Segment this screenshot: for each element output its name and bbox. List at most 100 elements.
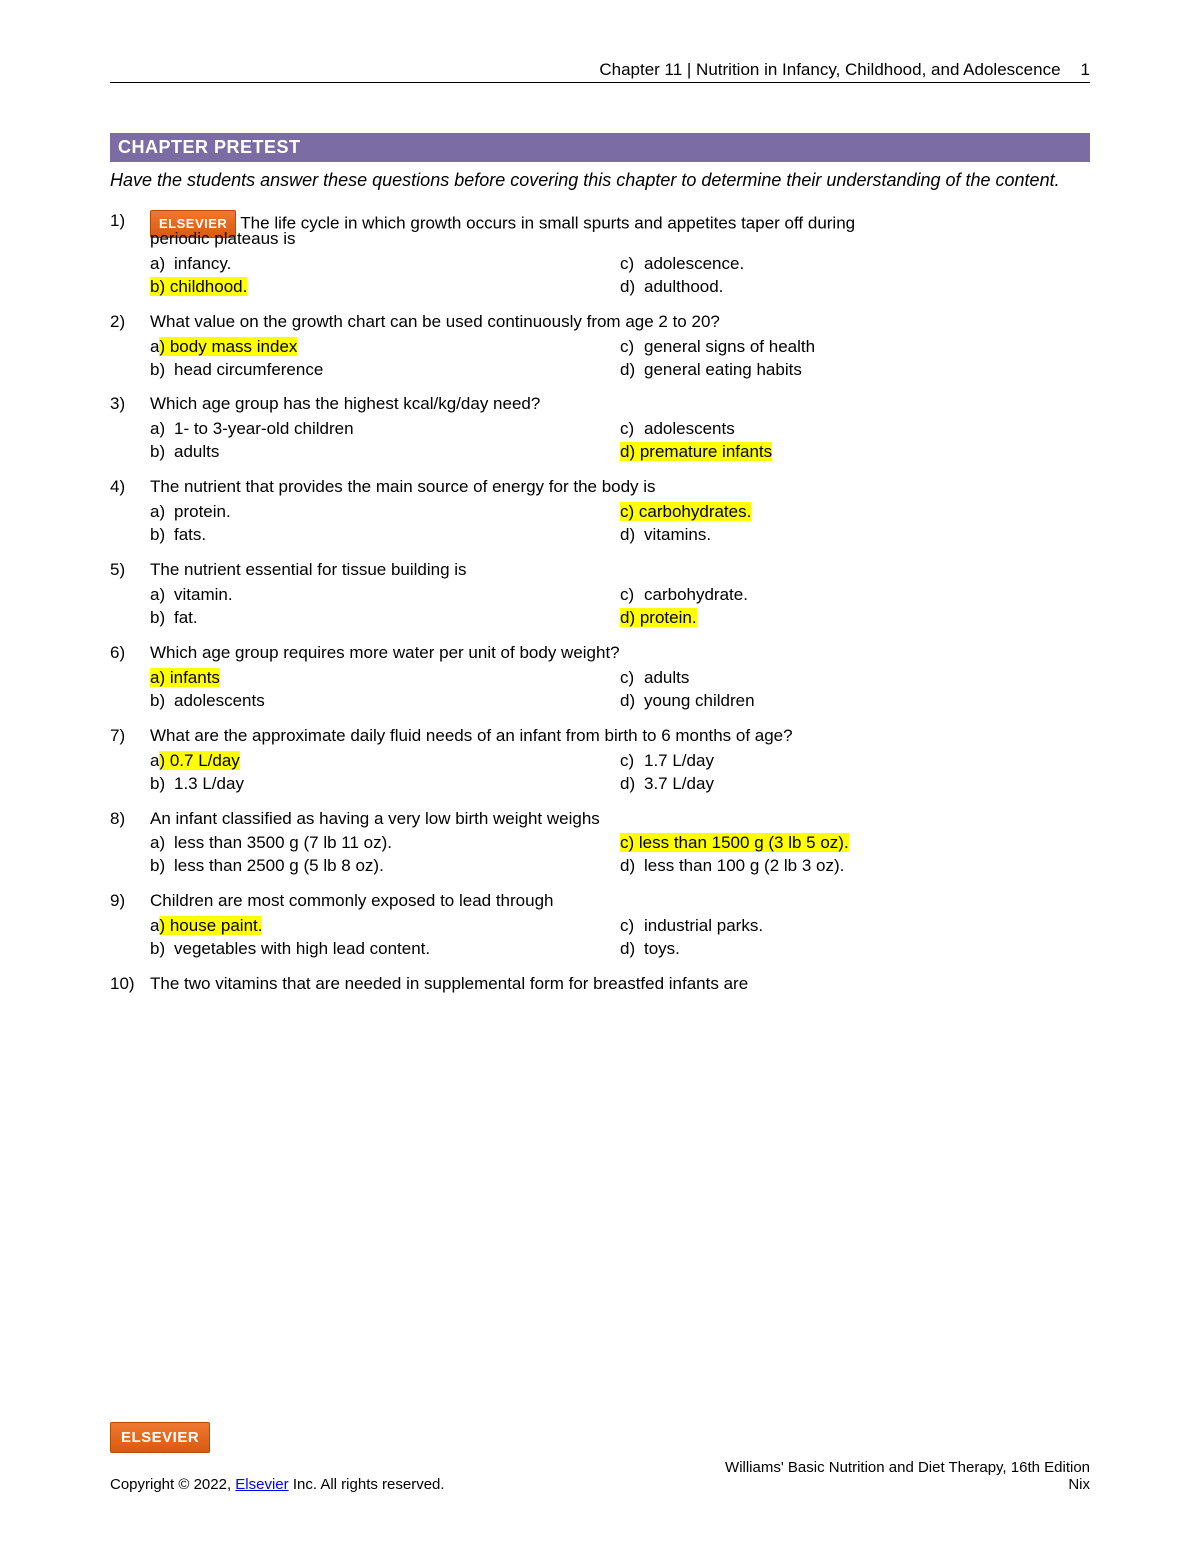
question: 1)ELSEVIERThe life cycle in which growth…: [110, 210, 1090, 298]
option-letter: d): [620, 359, 644, 382]
answer-option: d) premature infants: [620, 441, 1090, 464]
answer-option: d)less than 100 g (2 lb 3 oz).: [620, 855, 1090, 878]
option-text: industrial parks.: [644, 915, 1090, 938]
question-text: The nutrient that provides the main sour…: [150, 476, 1090, 499]
option-letter: c): [620, 418, 644, 441]
option-letter: b): [150, 524, 174, 547]
option-letter: b) childhood.: [150, 276, 247, 299]
page-number: 1: [1081, 60, 1090, 80]
answer-option: b)head circumference: [150, 359, 620, 382]
option-text: vegetables with high lead content.: [174, 938, 620, 961]
option-text: adolescents: [644, 418, 1090, 441]
option-letter: a): [150, 832, 174, 855]
answer-option: a)infancy.: [150, 253, 620, 276]
option-letter: d): [620, 773, 644, 796]
question-text: What are the approximate daily fluid nee…: [150, 725, 1090, 748]
answer-option: b) childhood.: [150, 276, 620, 299]
answer-option: a)vitamin.: [150, 584, 620, 607]
option-letter: d): [620, 855, 644, 878]
answer-option: c) less than 1500 g (3 lb 5 oz).: [620, 832, 1090, 855]
option-text: less than 2500 g (5 lb 8 oz).: [174, 855, 620, 878]
option-text: infancy.: [174, 253, 620, 276]
option-text: head circumference: [174, 359, 620, 382]
option-text: fats.: [174, 524, 620, 547]
option-text: adults: [174, 441, 620, 464]
option-letter: d) protein.: [620, 607, 697, 630]
question-text: What value on the growth chart can be us…: [150, 311, 1090, 334]
page-header: Chapter 11 | Nutrition in Infancy, Child…: [110, 60, 1090, 83]
option-text: adults: [644, 667, 1090, 690]
question-number: 3): [110, 393, 150, 416]
option-letter: a): [150, 253, 174, 276]
option-text: less than 100 g (2 lb 3 oz).: [644, 855, 1090, 878]
option-text: less than 3500 g (7 lb 11 oz).: [174, 832, 620, 855]
option-text: general signs of health: [644, 336, 1090, 359]
chapter-title: Chapter 11 | Nutrition in Infancy, Child…: [599, 60, 1060, 80]
answer-option: b)1.3 L/day: [150, 773, 620, 796]
answer-option: c)1.7 L/day: [620, 750, 1090, 773]
option-text: carbohydrate.: [644, 584, 1090, 607]
option-text: young children: [644, 690, 1090, 713]
option-letter: b): [150, 773, 174, 796]
answer-option: b)fats.: [150, 524, 620, 547]
option-letter: d): [620, 690, 644, 713]
option-letter: b): [150, 607, 174, 630]
option-text: vitamin.: [174, 584, 620, 607]
question: 9)Children are most commonly exposed to …: [110, 890, 1090, 961]
option-letter: c) carbohydrates.: [620, 501, 751, 524]
elsevier-link[interactable]: Elsevier: [235, 1476, 288, 1493]
question: 3)Which age group has the highest kcal/k…: [110, 393, 1090, 464]
question-text: Children are most commonly exposed to le…: [150, 890, 1090, 913]
answer-option: d)toys.: [620, 938, 1090, 961]
answer-option: a)1- to 3-year-old children: [150, 418, 620, 441]
option-text: 1.7 L/day: [644, 750, 1090, 773]
option-text: adulthood.: [644, 276, 1090, 299]
option-text: fat.: [174, 607, 620, 630]
question: 2)What value on the growth chart can be …: [110, 311, 1090, 382]
book-title: Williams' Basic Nutrition and Diet Thera…: [725, 1459, 1090, 1476]
option-text: protein.: [174, 501, 620, 524]
book-author: Nix: [725, 1476, 1090, 1493]
question-number: 6): [110, 642, 150, 665]
option-text: vitamins.: [644, 524, 1090, 547]
option-letter: b): [150, 441, 174, 464]
answer-option: d)young children: [620, 690, 1090, 713]
elsevier-logo-footer: ELSEVIER: [110, 1422, 210, 1453]
question-number: 5): [110, 559, 150, 582]
option-text: 1.3 L/day: [174, 773, 620, 796]
option-letter: b): [150, 938, 174, 961]
answer-option: d)general eating habits: [620, 359, 1090, 382]
answer-option: d)3.7 L/day: [620, 773, 1090, 796]
answer-option: b)vegetables with high lead content.: [150, 938, 620, 961]
option-letter: c) less than 1500 g (3 lb 5 oz).: [620, 832, 849, 855]
question-number: 8): [110, 808, 150, 831]
option-letter: a) house paint.: [150, 915, 262, 938]
question-number: 7): [110, 725, 150, 748]
question-text: An infant classified as having a very lo…: [150, 808, 1090, 831]
option-letter: b): [150, 855, 174, 878]
question-text: The nutrient essential for tissue buildi…: [150, 559, 1090, 582]
option-letter: c): [620, 750, 644, 773]
answer-option: c)carbohydrate.: [620, 584, 1090, 607]
question-number: 2): [110, 311, 150, 334]
answer-option: b)fat.: [150, 607, 620, 630]
option-text: 1- to 3-year-old children: [174, 418, 620, 441]
option-letter: c): [620, 253, 644, 276]
option-text: toys.: [644, 938, 1090, 961]
answer-option: a)less than 3500 g (7 lb 11 oz).: [150, 832, 620, 855]
option-letter: c): [620, 667, 644, 690]
copyright-text: Copyright © 2022, Elsevier Inc. All righ…: [110, 1476, 445, 1493]
option-letter: c): [620, 584, 644, 607]
option-letter: c): [620, 336, 644, 359]
answer-option: a) house paint.: [150, 915, 620, 938]
section-title-bar: CHAPTER PRETEST: [110, 133, 1090, 162]
answer-option: c) carbohydrates.: [620, 501, 1090, 524]
question-number: 4): [110, 476, 150, 499]
answer-option: a) body mass index: [150, 336, 620, 359]
option-letter: d): [620, 524, 644, 547]
option-text: adolescence.: [644, 253, 1090, 276]
questions-list: 1)ELSEVIERThe life cycle in which growth…: [110, 210, 1090, 998]
option-text: general eating habits: [644, 359, 1090, 382]
answer-option: a) 0.7 L/day: [150, 750, 620, 773]
answer-option: a) infants: [150, 667, 620, 690]
